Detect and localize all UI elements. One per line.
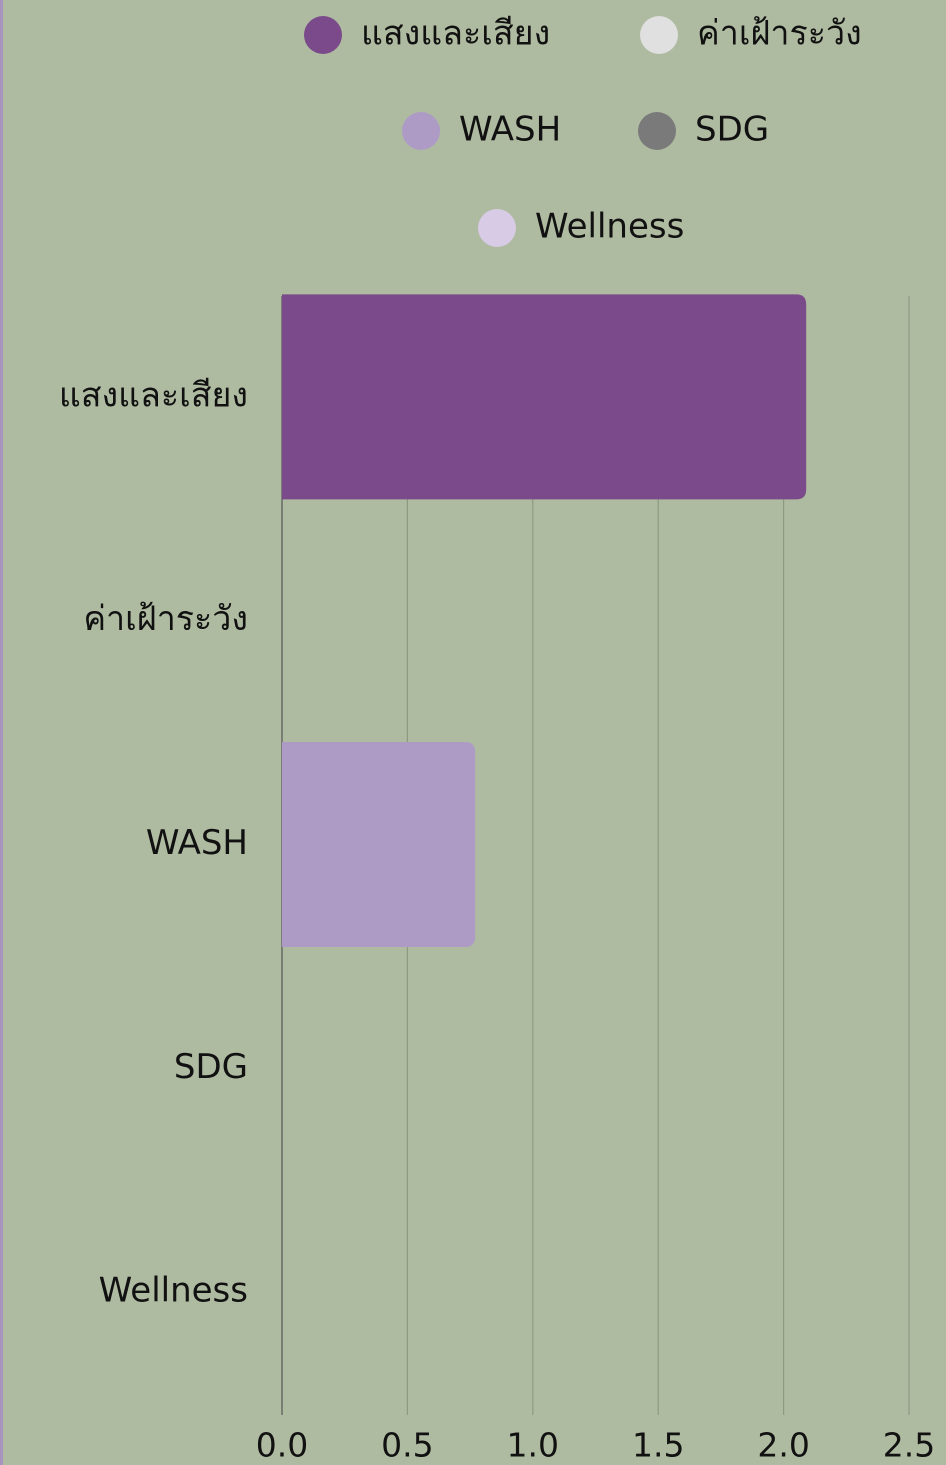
legend-swatch [640,16,678,54]
y-tick-label: SDG [174,1047,248,1087]
bar [282,294,807,500]
x-tick-label: 0.0 [256,1426,308,1465]
x-tick-label: 1.5 [632,1426,684,1465]
y-tick-label: แสงและเสียง [59,375,248,415]
y-tick-label: ค่าเฝ้าระวัง [83,599,248,639]
x-tick-label: 2.5 [883,1426,935,1465]
legend-label: WASH [459,110,561,150]
edge-strip [0,0,3,1465]
legend-label: ค่าเฝ้าระวัง [697,14,862,54]
bar [282,742,476,947]
x-tick-label: 1.0 [507,1426,559,1465]
x-tick-label: 0.5 [381,1426,433,1465]
legend-label: แสงและเสียง [361,14,550,54]
legend-swatch [402,112,440,150]
legend-swatch [304,16,342,54]
legend-label: SDG [695,110,769,150]
y-tick-label: Wellness [99,1271,248,1311]
y-tick-label: WASH [146,823,248,863]
x-tick-label: 2.0 [757,1426,809,1465]
legend-label: Wellness [535,207,684,247]
legend-swatch [478,209,516,247]
legend-swatch [638,112,676,150]
